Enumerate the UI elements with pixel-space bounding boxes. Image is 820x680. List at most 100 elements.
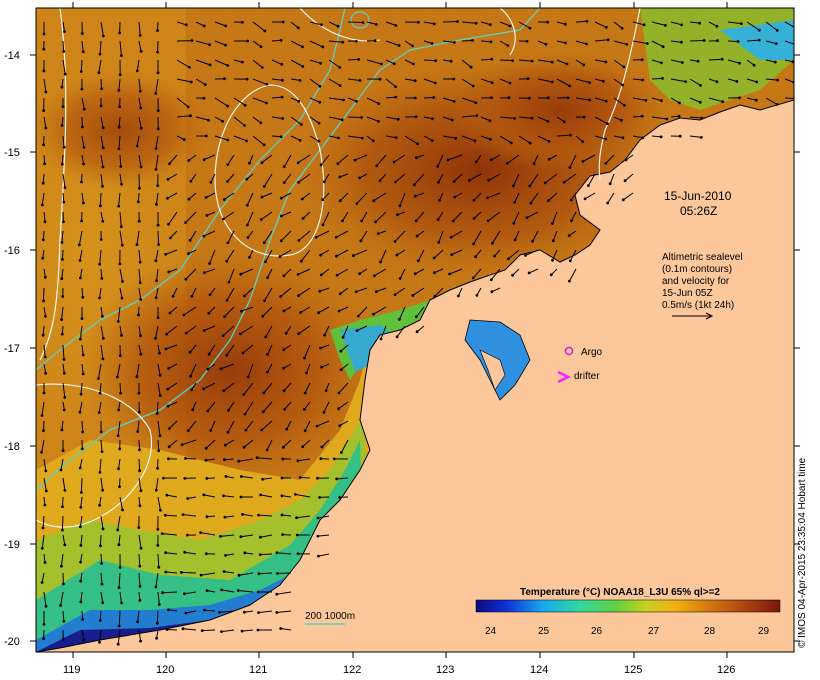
velocity-arrow-head xyxy=(323,333,326,337)
velocity-arrow xyxy=(119,154,122,167)
velocity-arrow-head xyxy=(262,143,266,147)
velocity-arrow xyxy=(100,572,103,585)
velocity-arrow-head xyxy=(199,531,203,534)
velocity-arrow-head xyxy=(702,39,706,42)
velocity-arrow xyxy=(339,173,349,178)
velocity-arrow xyxy=(78,230,83,245)
velocity-arrow-head xyxy=(260,428,264,432)
velocity-arrow-head xyxy=(296,161,300,165)
velocity-arrow-head xyxy=(61,258,64,261)
velocity-arrow xyxy=(356,287,368,293)
velocity-arrow xyxy=(366,59,382,65)
velocity-arrow xyxy=(290,97,299,102)
velocity-arrow-head xyxy=(209,429,213,432)
time-label: 05:26Z xyxy=(680,204,717,218)
velocity-arrow xyxy=(457,287,463,297)
velocity-arrow-head xyxy=(136,430,140,433)
velocity-arrow-head xyxy=(137,313,140,317)
velocity-arrow xyxy=(233,59,243,63)
velocity-arrow-head xyxy=(139,49,143,53)
velocity-arrow xyxy=(613,40,627,45)
velocity-arrow-head xyxy=(243,551,247,555)
velocity-arrow-head xyxy=(417,259,420,263)
velocity-arrow-head xyxy=(208,262,212,265)
velocity-arrow-head xyxy=(776,78,779,82)
velocity-arrow xyxy=(205,458,216,461)
velocity-arrow xyxy=(337,154,349,164)
velocity-arrow xyxy=(242,344,254,354)
velocity-arrow xyxy=(223,211,235,220)
velocity-arrow xyxy=(209,287,216,296)
velocity-arrow xyxy=(43,211,46,222)
velocity-arrow-head xyxy=(279,627,283,630)
velocity-arrow xyxy=(366,21,377,25)
velocity-arrow-head xyxy=(551,258,554,262)
velocity-arrow-head xyxy=(337,136,340,140)
velocity-arrow-head xyxy=(791,60,794,64)
velocity-arrow-head xyxy=(239,332,242,336)
velocity-arrow-head xyxy=(187,252,191,256)
velocity-arrow xyxy=(338,306,349,312)
velocity-arrow xyxy=(290,78,301,81)
velocity-arrow xyxy=(594,39,609,42)
velocity-arrow-head xyxy=(224,475,228,478)
velocity-arrow xyxy=(184,551,197,555)
velocity-arrow-head xyxy=(303,429,307,433)
velocity-arrow-head xyxy=(490,96,493,100)
velocity-arrow xyxy=(556,59,568,65)
velocity-arrow-head xyxy=(416,142,419,146)
velocity-arrow-head xyxy=(430,139,434,143)
velocity-arrow xyxy=(286,420,292,430)
velocity-arrow-head xyxy=(282,181,286,184)
velocity-arrow xyxy=(61,249,64,260)
velocity-arrow-head xyxy=(79,544,83,547)
velocity-arrow-head xyxy=(239,535,243,539)
velocity-arrow xyxy=(138,154,142,168)
velocity-arrow-head xyxy=(413,96,417,100)
velocity-arrow-head xyxy=(223,315,227,318)
velocity-arrow xyxy=(396,249,406,256)
velocity-arrow-head xyxy=(171,294,175,298)
velocity-arrow-head xyxy=(469,65,473,69)
velocity-arrow-head xyxy=(42,299,45,303)
velocity-arrow xyxy=(138,477,142,491)
velocity-arrow xyxy=(252,59,263,68)
velocity-arrow-head xyxy=(275,611,279,614)
velocity-arrow-head xyxy=(81,430,85,434)
velocity-arrow xyxy=(480,40,492,43)
velocity-arrow-head xyxy=(721,100,724,104)
svg-text:and velocity for: and velocity for xyxy=(662,276,730,287)
velocity-arrow xyxy=(79,515,83,527)
velocity-arrow xyxy=(556,134,571,137)
velocity-arrow-head xyxy=(621,83,624,87)
velocity-arrow xyxy=(575,97,590,101)
velocity-arrow xyxy=(183,306,197,316)
velocity-arrow xyxy=(727,21,742,25)
velocity-arrow-head xyxy=(296,26,300,30)
velocity-arrow-head xyxy=(680,40,683,44)
velocity-arrow-head xyxy=(588,81,591,84)
velocity-arrow xyxy=(385,116,399,120)
velocity-arrow-head xyxy=(138,34,142,37)
velocity-arrow xyxy=(81,97,85,110)
velocity-arrow xyxy=(245,420,254,431)
velocity-arrow-head xyxy=(604,99,608,103)
velocity-arrow xyxy=(340,363,349,371)
velocity-arrow xyxy=(297,154,311,164)
velocity-arrow xyxy=(290,59,304,67)
velocity-arrow xyxy=(283,344,292,351)
velocity-arrow-head xyxy=(222,217,225,221)
velocity-arrow xyxy=(276,610,292,613)
velocity-arrow xyxy=(623,192,634,201)
velocity-arrow-head xyxy=(411,62,415,66)
velocity-arrow-head xyxy=(226,430,230,434)
velocity-arrow-head xyxy=(116,375,119,379)
velocity-arrow-head xyxy=(336,162,340,166)
velocity-arrow xyxy=(117,420,121,436)
velocity-arrow xyxy=(297,268,311,275)
velocity-arrow-head xyxy=(358,79,362,82)
velocity-arrow-head xyxy=(160,532,164,535)
velocity-arrow-head xyxy=(568,84,572,88)
velocity-arrow xyxy=(322,192,330,201)
velocity-arrow-head xyxy=(337,309,341,313)
